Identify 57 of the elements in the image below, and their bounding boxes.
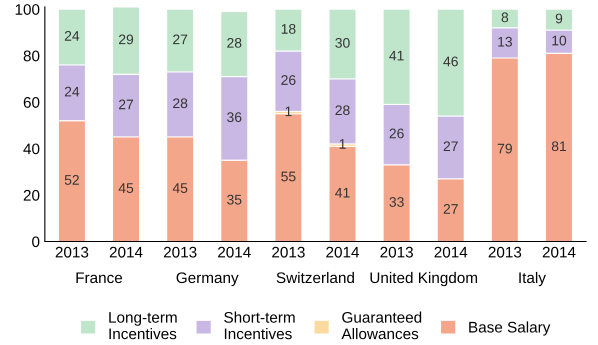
data-label: 24 — [64, 30, 80, 41]
x-tick-label: 2014 — [434, 246, 468, 258]
x-tick-label: 2014 — [542, 246, 576, 258]
legend-label: Guaranteed Allowances — [342, 312, 422, 340]
data-label: 27 — [119, 100, 134, 110]
data-label: 28 — [335, 105, 350, 116]
data-label: 28 — [173, 98, 188, 108]
data-label: 29 — [119, 34, 134, 44]
y-tick-label: 60 — [24, 97, 40, 108]
data-label: 28 — [227, 38, 242, 48]
data-label: 45 — [118, 183, 134, 193]
data-label: 41 — [389, 50, 404, 60]
x-tick-label: 2013 — [380, 246, 413, 258]
data-label: 52 — [64, 175, 79, 185]
data-label: 35 — [227, 194, 242, 205]
text: Germany — [176, 272, 239, 286]
data-label: 81 — [552, 141, 566, 152]
text: United Kingdom — [370, 272, 478, 286]
x-tick-label: 2013 — [488, 246, 522, 258]
y-tick-label: 80 — [24, 50, 40, 62]
data-label: 36 — [227, 112, 242, 122]
data-label: 30 — [335, 38, 350, 48]
data-label: 27 — [173, 34, 188, 44]
data-label: 9 — [556, 14, 562, 24]
data-label: 27 — [444, 141, 458, 152]
x-tick-label: 2014 — [110, 246, 143, 258]
x-tick-label: 2013 — [164, 246, 196, 258]
data-label: 13 — [498, 36, 512, 47]
data-label: 33 — [389, 197, 404, 207]
y-tick-label: 0 — [32, 236, 40, 248]
data-label: 10 — [552, 36, 566, 46]
data-label: 79 — [498, 144, 512, 154]
data-label: 27 — [444, 204, 458, 214]
legend-label: Short-term Incentives — [224, 312, 295, 340]
data-label: 46 — [443, 56, 458, 66]
data-label: 1 — [340, 139, 346, 149]
y-tick-label: 100 — [16, 4, 40, 15]
y-tick-label: 40 — [23, 143, 40, 154]
data-label: 24 — [64, 86, 80, 96]
x-tick-label: 2013 — [272, 246, 305, 258]
data-label: 26 — [390, 128, 404, 138]
text: France — [76, 272, 122, 284]
data-label: 1 — [286, 106, 292, 116]
legend-label: Base Salary — [469, 321, 550, 336]
data-label: 8 — [502, 12, 508, 22]
y-tick-label: 20 — [24, 190, 40, 201]
data-label: 18 — [282, 24, 296, 34]
text: Italy — [519, 272, 546, 286]
data-label: 41 — [335, 188, 350, 198]
x-tick-label: 2013 — [56, 246, 88, 258]
data-label: 45 — [172, 183, 188, 193]
x-tick-label: 2014 — [218, 246, 251, 258]
text: Switzerland — [276, 272, 354, 284]
data-label: 26 — [281, 75, 296, 85]
x-tick-label: 2014 — [326, 246, 360, 258]
legend-label: Long-term Incentives — [109, 312, 177, 340]
data-label: 55 — [281, 172, 296, 182]
